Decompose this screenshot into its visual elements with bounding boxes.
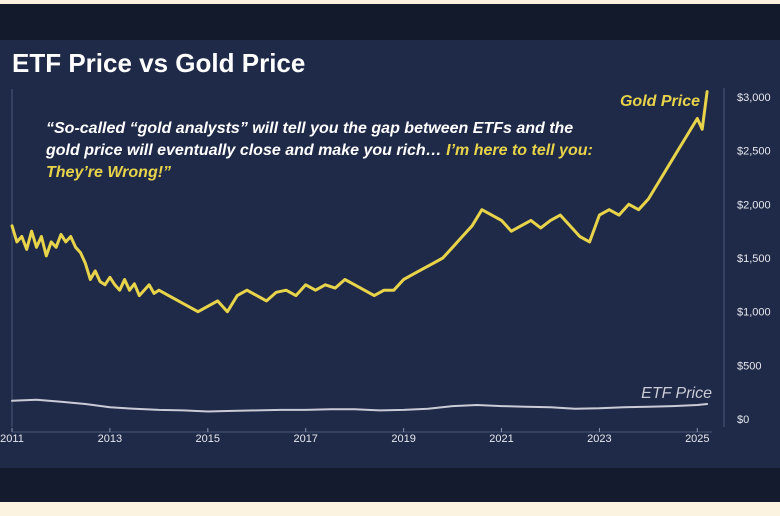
quote-main: “So-called “gold analysts” will tell you… (46, 120, 574, 159)
quote-text: “So-called “gold analysts” will tell you… (46, 118, 606, 184)
x-tick-label: 2013 (98, 433, 122, 445)
x-tick-label: 2011 (0, 433, 24, 445)
x-tick-label: 2025 (685, 433, 709, 445)
chart-card (0, 4, 780, 502)
top-band (0, 4, 780, 40)
etf-price-label: ETF Price (641, 385, 712, 402)
etf-price-line (11, 398, 709, 413)
chart-panel (0, 40, 780, 468)
y-tick-label: $2,000 (737, 199, 771, 211)
y-tick-label: $2,500 (737, 146, 771, 158)
y-tick-label: $3,000 (737, 92, 771, 104)
bottom-band (0, 468, 780, 502)
y-tick-label: $0 (737, 414, 749, 426)
y-tick-label: $1,500 (737, 253, 771, 265)
gold-price-label: Gold Price (620, 93, 700, 110)
y-tick-label: $500 (737, 360, 761, 372)
chart-title: ETF Price vs Gold Price (12, 48, 306, 78)
x-tick-label: 2021 (489, 433, 513, 445)
y-tick-label: $1,000 (737, 307, 771, 319)
gold-price-line (10, 90, 709, 314)
quote-highlight: I’m here to tell you: They’re Wrong!” (46, 142, 593, 181)
x-tick-label: 2015 (196, 433, 220, 445)
x-tick-label: 2017 (293, 433, 317, 445)
x-tick-label: 2019 (391, 433, 415, 445)
x-tick-label: 2023 (587, 433, 611, 445)
